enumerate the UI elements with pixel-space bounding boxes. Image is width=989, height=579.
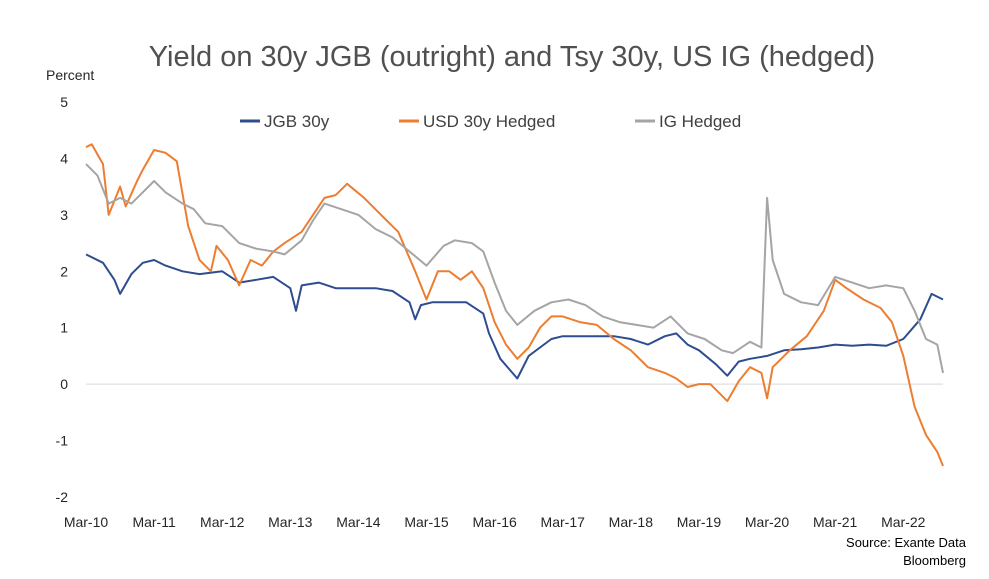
x-tick-label: Mar-17 — [541, 514, 586, 530]
x-tick-label: Mar-22 — [881, 514, 926, 530]
y-tick-label: 1 — [60, 320, 68, 336]
x-tick-label: Mar-16 — [472, 514, 517, 530]
x-tick-label: Mar-15 — [404, 514, 449, 530]
y-tick-label: 3 — [60, 207, 68, 223]
legend-label: JGB 30y — [264, 112, 330, 131]
x-tick-label: Mar-10 — [64, 514, 109, 530]
x-tick-label: Mar-20 — [745, 514, 790, 530]
source-line-1: Source: Exante Data — [846, 535, 967, 550]
series-line-ig-hedged — [85, 163, 944, 374]
y-tick-label: -1 — [56, 433, 69, 449]
y-tick-label: 0 — [60, 376, 68, 392]
x-tick-label: Mar-18 — [609, 514, 654, 530]
x-tick-label: Mar-12 — [200, 514, 245, 530]
legend-label: USD 30y Hedged — [423, 112, 555, 131]
x-axis-ticks: Mar-10 Mar-11 Mar-12 Mar-13 Mar-14 Mar-15 Mar-… — [64, 514, 926, 530]
y-tick-label: 5 — [60, 94, 68, 110]
y-tick-label: 4 — [60, 150, 68, 166]
chart-title: Yield on 30y JGB (outright) and Tsy 30y,… — [149, 41, 875, 73]
y-tick-label: 2 — [60, 263, 68, 279]
legend-label: IG Hedged — [659, 112, 741, 131]
y-axis-label: Percent — [46, 67, 94, 83]
source-line-2: Bloomberg — [903, 553, 966, 568]
legend: JGB 30y USD 30y Hedged IG Hedged — [240, 112, 741, 131]
x-tick-label: Mar-21 — [813, 514, 858, 530]
x-tick-label: Mar-13 — [268, 514, 313, 530]
y-tick-label: -2 — [56, 489, 69, 505]
y-axis-ticks: -2 -1 0 1 2 3 4 5 — [56, 94, 69, 505]
series-line-usd-30y-hedged — [85, 143, 944, 467]
series-line-jgb-30y — [85, 253, 944, 380]
series-lines — [85, 143, 944, 467]
x-tick-label: Mar-19 — [677, 514, 722, 530]
x-tick-label: Mar-11 — [132, 514, 176, 530]
x-tick-label: Mar-14 — [336, 514, 381, 530]
